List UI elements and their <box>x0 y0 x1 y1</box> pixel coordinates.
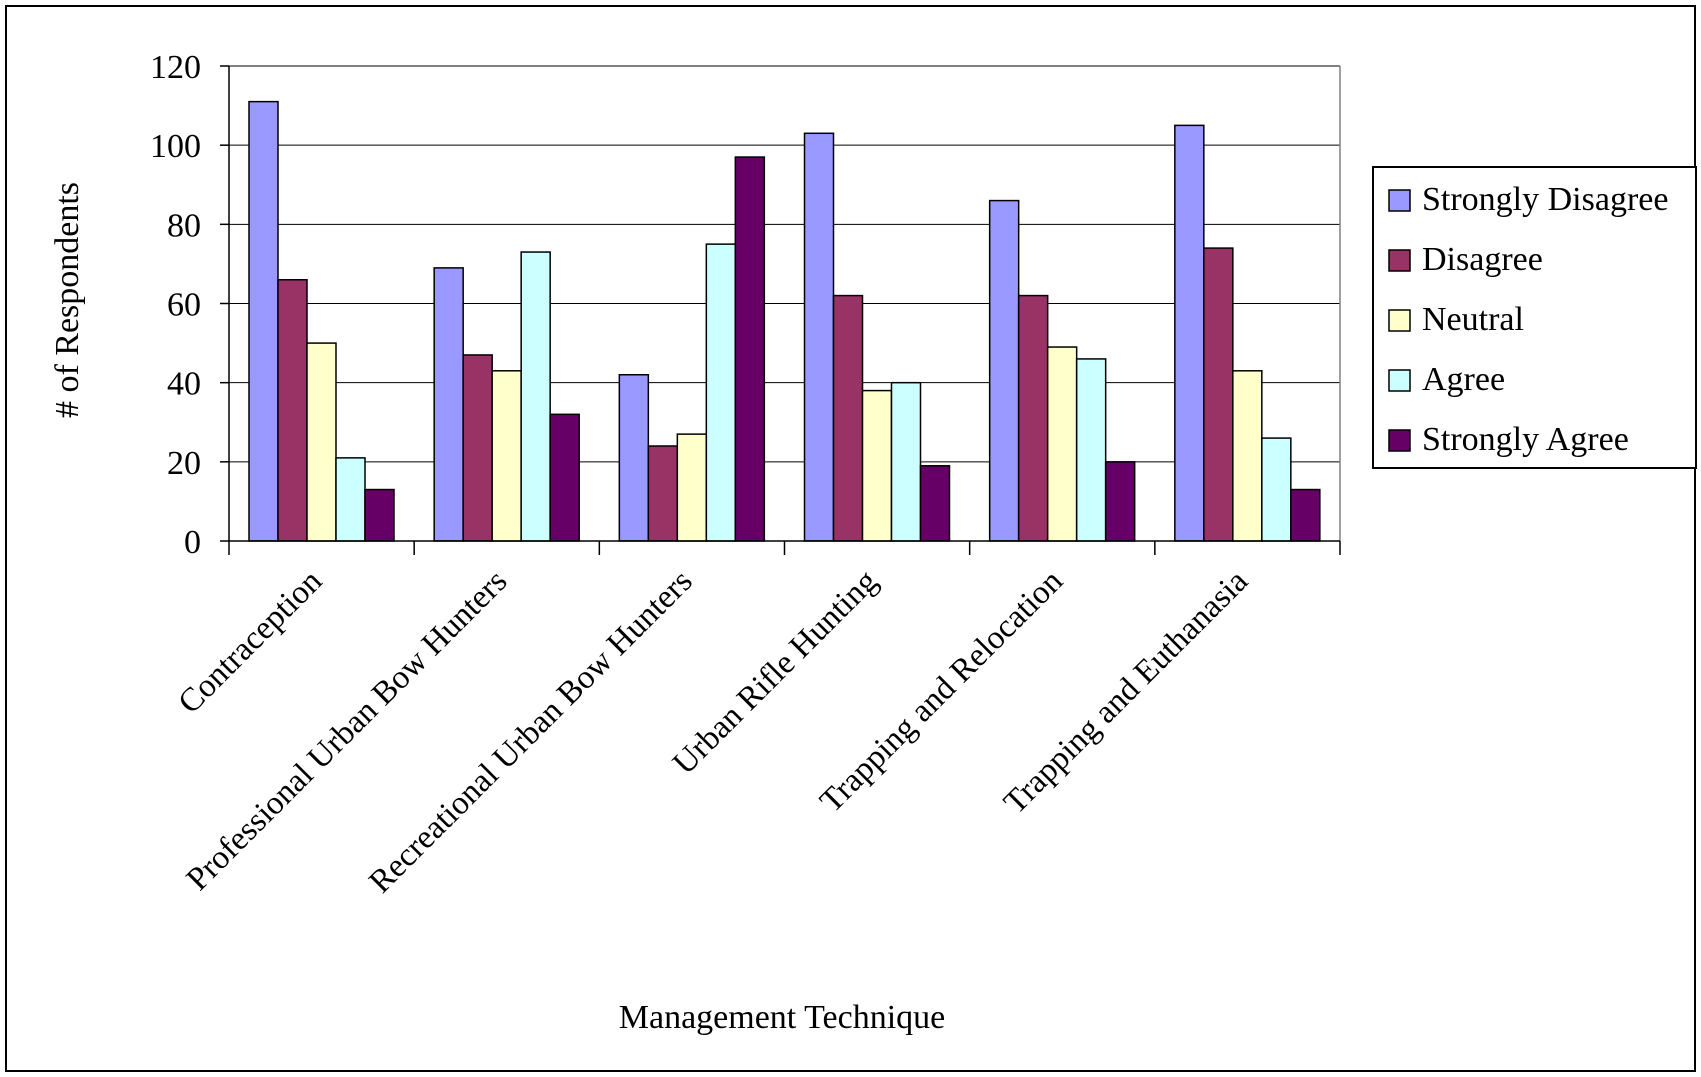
legend-label: Strongly Disagree <box>1422 181 1668 218</box>
bar <box>890 381 922 542</box>
bar <box>919 465 951 542</box>
legend-items: Strongly Disagree Disagree Neutral Agree Str… <box>1388 181 1668 458</box>
legend-label: Neutral <box>1422 301 1524 338</box>
bar <box>1203 247 1234 542</box>
bar <box>734 156 766 542</box>
bar <box>364 488 395 542</box>
y-tick-label: 40 <box>167 366 201 403</box>
y-tick-label: 20 <box>167 445 201 482</box>
bar <box>861 389 893 542</box>
bars <box>248 100 1321 542</box>
bar <box>520 251 551 542</box>
legend-label: Disagree <box>1422 241 1543 278</box>
bar <box>335 457 366 542</box>
legend-swatch <box>1388 429 1411 452</box>
legend: Strongly Disagree Disagree Neutral Agree Str… <box>1372 166 1697 469</box>
gridlines <box>229 65 1340 463</box>
bar <box>1174 124 1205 542</box>
legend-swatch <box>1388 189 1411 212</box>
bar <box>1017 294 1049 542</box>
legend-swatch <box>1388 309 1411 332</box>
y-tick-label: 80 <box>167 207 201 244</box>
y-tick-label: 60 <box>167 287 201 324</box>
bar <box>705 243 737 542</box>
bar <box>306 342 337 542</box>
bar <box>676 433 708 542</box>
bar <box>988 199 1020 542</box>
bar <box>491 370 522 542</box>
axes <box>220 65 1341 555</box>
y-tick-label: 100 <box>150 128 201 165</box>
legend-swatch <box>1388 369 1411 392</box>
legend-label: Strongly Agree <box>1422 421 1629 458</box>
bar <box>803 132 835 542</box>
bar <box>1075 358 1107 542</box>
bar <box>433 267 464 542</box>
bar <box>1232 370 1263 542</box>
bar <box>248 100 279 542</box>
y-axis-title: # of Respondents <box>49 182 86 418</box>
legend-box <box>1372 166 1697 469</box>
y-tick-label: 120 <box>150 49 201 86</box>
x-axis-title: Management Technique <box>619 999 946 1036</box>
bar <box>549 413 580 542</box>
bar <box>1290 488 1321 542</box>
y-tick-labels: 0 20 40 60 80 100 120 <box>150 49 201 561</box>
bar <box>462 354 493 542</box>
bar <box>647 445 679 542</box>
bar <box>832 294 864 542</box>
bar <box>1046 346 1078 542</box>
bar <box>277 279 308 542</box>
bar <box>1261 437 1292 542</box>
legend-label: Agree <box>1422 361 1505 398</box>
y-tick-label: 0 <box>184 524 201 561</box>
legend-swatch <box>1388 249 1411 272</box>
bar <box>1104 461 1136 542</box>
bar <box>618 374 650 542</box>
